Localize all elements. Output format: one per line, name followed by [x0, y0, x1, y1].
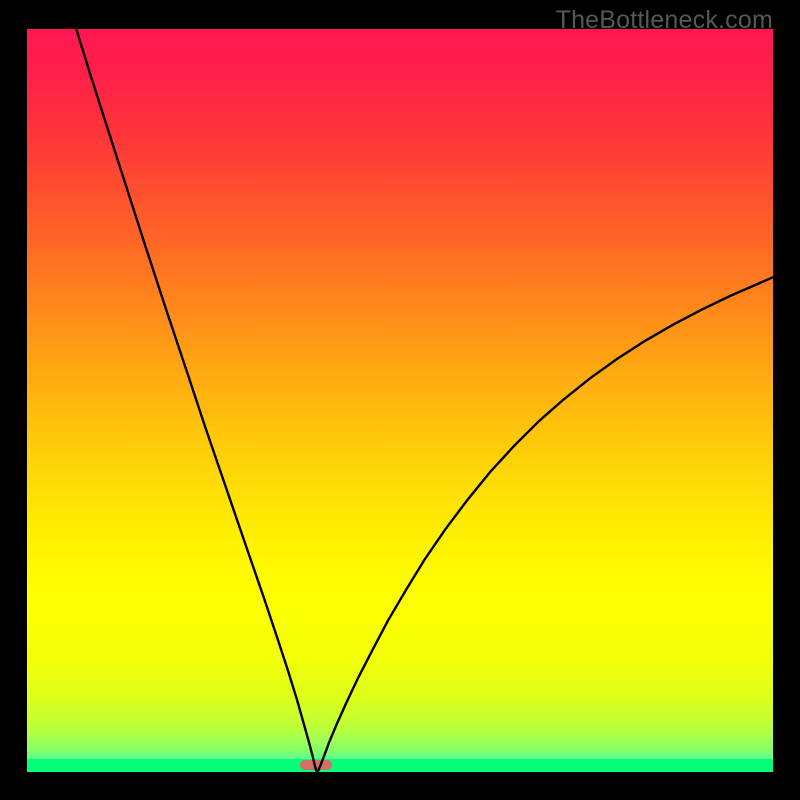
bottleneck-curve: [27, 29, 773, 772]
plot-area: [27, 29, 773, 772]
chart-canvas: TheBottleneck.com: [0, 0, 800, 800]
watermark-text: TheBottleneck.com: [556, 6, 773, 35]
minimum-marker: [300, 760, 332, 770]
bottom-accent-bar: [27, 759, 773, 772]
